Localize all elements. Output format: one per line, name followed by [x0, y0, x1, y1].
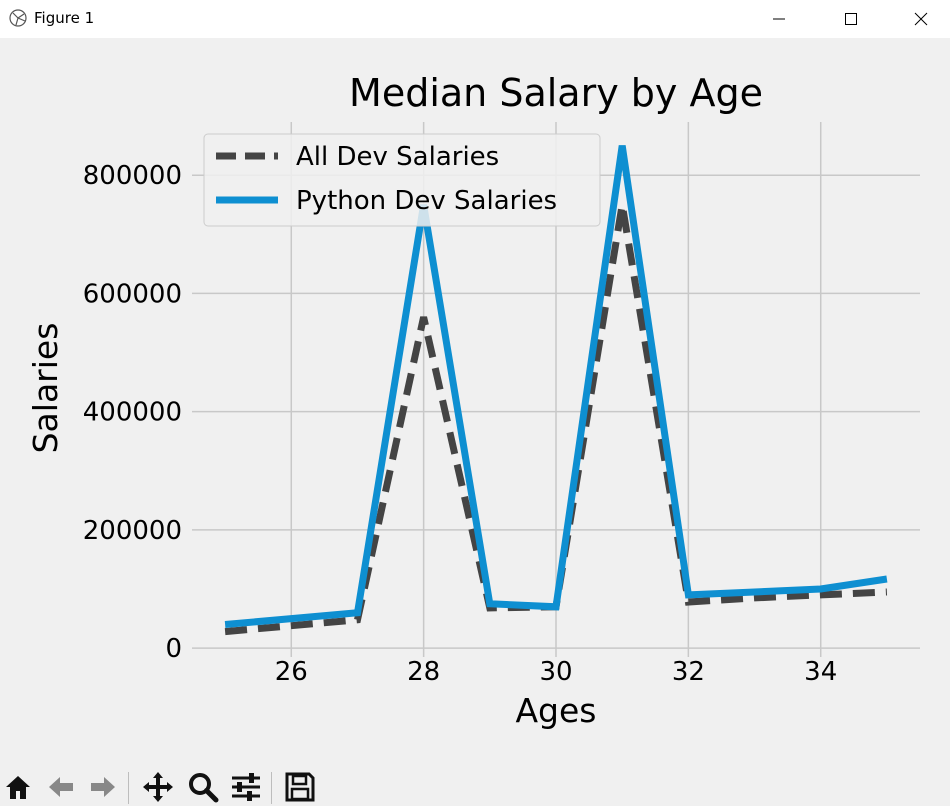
- y-axis-label: Salaries: [26, 323, 65, 454]
- y-tick-label: 200000: [83, 516, 182, 546]
- configure-subplots-button[interactable]: [229, 770, 263, 804]
- figure-toolbar: [0, 766, 950, 806]
- y-tick-label: 400000: [83, 398, 182, 428]
- back-arrow-icon: [49, 777, 73, 797]
- close-icon: [914, 12, 928, 26]
- configure-subplots-icon: [232, 773, 260, 801]
- pan-move-icon: [143, 772, 173, 802]
- save-button[interactable]: [283, 770, 317, 804]
- save-disk-icon: [285, 772, 315, 802]
- zoom-button[interactable]: [186, 770, 220, 804]
- window-titlebar: Figure 1: [0, 0, 950, 38]
- x-tick-label: 28: [407, 657, 440, 687]
- y-tick-label: 0: [165, 634, 182, 664]
- window-title: Figure 1: [34, 9, 95, 27]
- x-tick-label: 26: [275, 657, 308, 687]
- home-button[interactable]: [1, 770, 35, 804]
- legend-label-all-dev: All Dev Salaries: [296, 142, 499, 172]
- figure-app-icon: [9, 9, 27, 27]
- legend-label-python-dev: Python Dev Salaries: [296, 186, 557, 216]
- tick-labels: 26 28 30 32 34 0 200000 400000 600000 800000: [83, 161, 838, 687]
- chart-legend: All Dev Salaries Python Dev Salaries: [203, 133, 601, 227]
- series-line-python-dev: [224, 145, 888, 628]
- minimize-button[interactable]: [756, 0, 802, 38]
- close-button[interactable]: [898, 0, 944, 38]
- pan-button[interactable]: [141, 770, 175, 804]
- chart-title: Median Salary by Age: [349, 71, 763, 115]
- maximize-icon: [845, 13, 857, 25]
- toolbar-separator: [128, 772, 129, 804]
- x-axis-label: Ages: [515, 691, 596, 730]
- y-tick-label: 600000: [83, 279, 182, 309]
- x-tick-label: 30: [539, 657, 572, 687]
- minimize-icon: [773, 18, 785, 20]
- series-lines: [224, 145, 888, 636]
- salary-line-chart: 26 28 30 32 34 0 200000 400000 600000 800000 Medi…: [26, 71, 920, 730]
- x-tick-label: 32: [672, 657, 705, 687]
- y-tick-label: 800000: [83, 161, 182, 191]
- legend-frame: [203, 133, 601, 227]
- maximize-button[interactable]: [828, 0, 874, 38]
- forward-arrow-icon: [91, 777, 115, 797]
- forward-button[interactable]: [86, 770, 120, 804]
- toolbar-separator: [271, 772, 272, 804]
- back-button[interactable]: [44, 770, 78, 804]
- x-tick-label: 34: [804, 657, 837, 687]
- home-icon: [6, 776, 30, 799]
- zoom-magnifier-icon: [189, 773, 219, 803]
